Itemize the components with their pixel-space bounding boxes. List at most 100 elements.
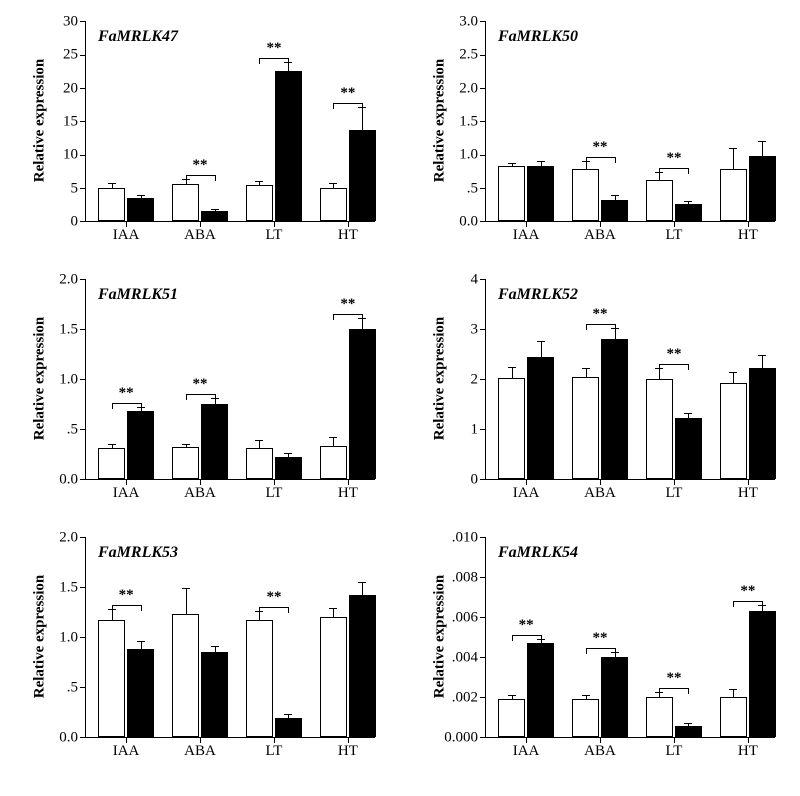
- y-tick-label: 2.0: [59, 272, 86, 289]
- y-tick-label: 0.0: [59, 730, 86, 747]
- sig-bracket-drop: [259, 58, 260, 64]
- x-tick-label: LT: [665, 479, 682, 502]
- error-bar: [112, 445, 113, 448]
- bar-control: [498, 699, 526, 737]
- bar-control: [572, 377, 600, 480]
- sig-bracket: [586, 157, 615, 158]
- error-cap: [182, 588, 190, 589]
- panel-FaMRLK52: Relative expressionFaMRLK5201234IAAABA**…: [410, 268, 790, 518]
- x-tick-label: IAA: [513, 479, 540, 502]
- sig-bracket-drop: [762, 601, 763, 607]
- sig-marker: **: [119, 385, 134, 402]
- error-cap: [137, 195, 145, 196]
- sig-bracket-drop: [112, 605, 113, 611]
- y-axis-label: Relative expression: [432, 31, 449, 211]
- bar-treatment: [127, 198, 155, 221]
- error-bar: [615, 329, 616, 339]
- bar-treatment: [527, 166, 555, 221]
- y-axis-label: Relative expression: [32, 547, 49, 727]
- error-bar: [141, 196, 142, 198]
- y-tick-label: 0: [71, 214, 87, 231]
- bar-control: [498, 378, 526, 479]
- error-bar: [333, 609, 334, 617]
- bar-control: [646, 379, 674, 479]
- sig-bracket: [333, 103, 362, 104]
- bar-control: [98, 448, 126, 479]
- y-tick-label: 0.0: [59, 472, 86, 489]
- bar-treatment: [275, 718, 303, 737]
- error-bar: [512, 164, 513, 166]
- sig-marker: **: [193, 376, 208, 393]
- y-tick-label: 2.5: [459, 47, 486, 64]
- bar-control: [172, 184, 200, 221]
- error-cap: [582, 368, 590, 369]
- sig-bracket-drop: [659, 364, 660, 370]
- y-tick-label: 1.5: [59, 580, 86, 597]
- sig-bracket-drop: [362, 314, 363, 320]
- error-cap: [108, 183, 116, 184]
- panel-FaMRLK50: Relative expression FaMRLK500.0.51.01.52.…: [410, 10, 790, 260]
- error-cap: [108, 444, 116, 445]
- error-bar: [362, 583, 363, 595]
- bar-control: [320, 617, 348, 737]
- sig-bracket-drop: [288, 607, 289, 613]
- error-bar: [333, 184, 334, 189]
- error-cap: [537, 341, 545, 342]
- plot-area: FaMRLK500.0.51.01.52.02.53.0IAAABA**LT**…: [485, 22, 775, 222]
- error-bar: [733, 373, 734, 383]
- y-axis-label: Relative expression: [32, 31, 49, 211]
- error-bar: [362, 108, 363, 129]
- sig-bracket: [259, 607, 288, 608]
- y-tick-label: 0.000: [444, 730, 486, 747]
- error-bar: [259, 441, 260, 448]
- error-cap: [758, 355, 766, 356]
- sig-bracket-drop: [215, 394, 216, 400]
- gene-title: FaMRLK53: [98, 544, 178, 562]
- sig-marker: **: [593, 630, 608, 647]
- sig-bracket-drop: [615, 157, 616, 163]
- bar-treatment: [201, 211, 229, 221]
- x-tick-label: IAA: [113, 737, 140, 760]
- bar-treatment: [675, 726, 703, 737]
- y-tick-label: 2.0: [459, 80, 486, 97]
- y-tick-label: .5: [467, 180, 486, 197]
- bar-control: [720, 697, 748, 737]
- y-tick-label: 1.0: [459, 147, 486, 164]
- error-bar: [586, 369, 587, 377]
- error-bar: [259, 182, 260, 185]
- gene-title: FaMRLK47: [98, 28, 178, 46]
- y-tick-label: 25: [63, 47, 86, 64]
- plot-area: FaMRLK540.000.002.004.006.008.010IAA**AB…: [485, 538, 775, 738]
- x-tick-label: ABA: [584, 479, 616, 502]
- y-tick-label: .5: [67, 422, 86, 439]
- error-bar: [733, 690, 734, 697]
- sig-bracket-drop: [688, 688, 689, 694]
- error-cap: [255, 181, 263, 182]
- bar-treatment: [201, 404, 229, 479]
- x-tick-label: ABA: [184, 737, 216, 760]
- error-bar: [288, 63, 289, 71]
- y-tick-label: 3: [471, 322, 487, 339]
- sig-bracket-drop: [615, 648, 616, 654]
- sig-bracket-drop: [141, 403, 142, 409]
- y-tick-label: 3.0: [459, 14, 486, 31]
- y-tick-label: .004: [452, 650, 486, 667]
- gene-title: FaMRLK52: [498, 286, 578, 304]
- y-tick-label: .006: [452, 610, 486, 627]
- bar-treatment: [127, 411, 155, 479]
- x-tick-label: LT: [265, 221, 282, 244]
- sig-bracket-drop: [659, 688, 660, 694]
- x-tick-label: HT: [738, 221, 758, 244]
- sig-marker: **: [666, 346, 681, 363]
- sig-bracket-drop: [259, 607, 260, 613]
- bar-treatment: [349, 595, 377, 737]
- y-tick-label: .5: [67, 680, 86, 697]
- y-tick-label: 1.5: [459, 114, 486, 131]
- error-cap: [729, 148, 737, 149]
- error-bar: [586, 162, 587, 169]
- sig-marker: **: [193, 157, 208, 174]
- plot-area: FaMRLK510.0.51.01.52.0IAA**ABA**LTHT**: [85, 280, 375, 480]
- bar-control: [246, 185, 274, 221]
- bar-control: [646, 180, 674, 221]
- bar-treatment: [675, 204, 703, 221]
